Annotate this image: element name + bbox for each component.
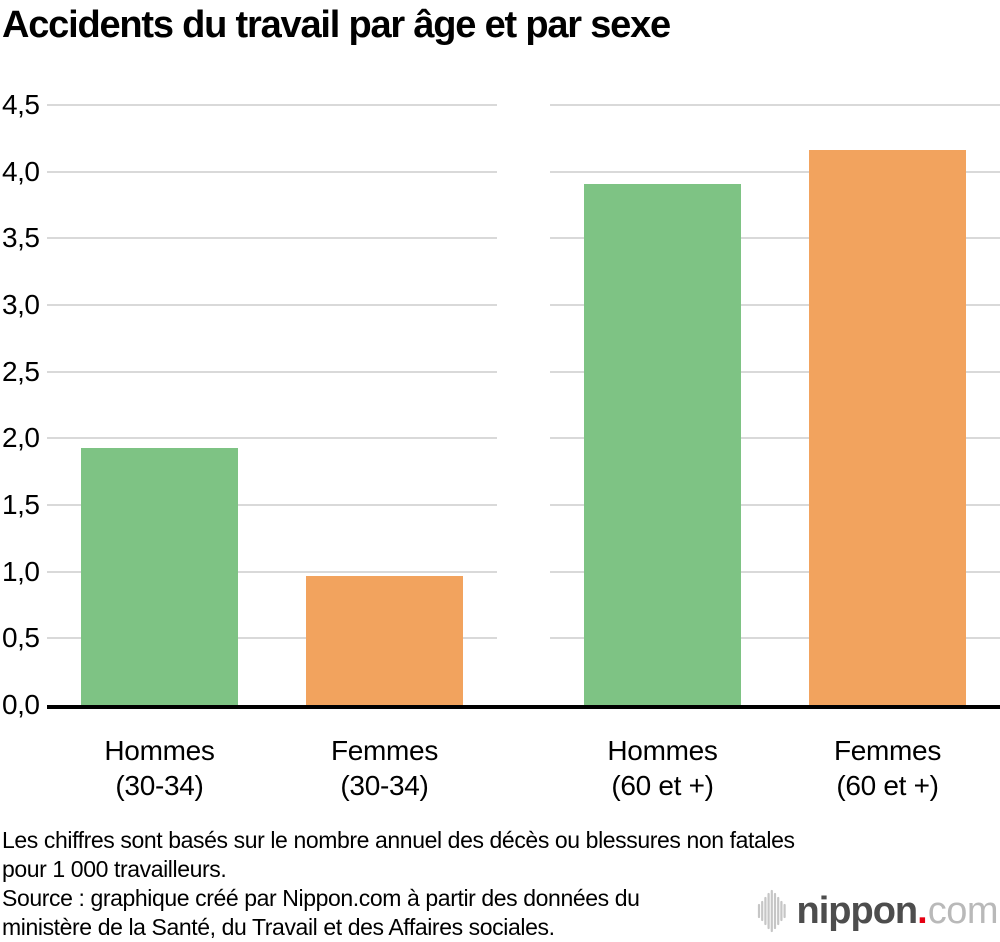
gridline bbox=[550, 170, 1000, 173]
gridline bbox=[47, 104, 497, 106]
plot-area bbox=[47, 104, 1000, 709]
y-axis: 0,0 0,5 1,0 1,5 2,0 2,5 3,0 3,5 4,0 4,5 bbox=[2, 91, 47, 719]
bar-group bbox=[550, 105, 1000, 705]
x-category-label-femmes-60-plus: Femmes (60 et +) bbox=[833, 735, 942, 801]
gridline bbox=[47, 237, 497, 240]
y-tick-label: 0,5 bbox=[2, 622, 40, 654]
chart-panel bbox=[47, 104, 497, 705]
bar-femmes-60-plus bbox=[808, 150, 967, 705]
chart-title: Accidents du travail par âge et par sexe bbox=[2, 4, 671, 46]
gridline bbox=[550, 370, 1000, 373]
logo-dot: . bbox=[917, 889, 928, 932]
gridline bbox=[47, 637, 497, 640]
bar-hommes-30-34 bbox=[80, 447, 239, 705]
footnote-line: Source : graphique créé par Nippon.com à… bbox=[2, 885, 640, 911]
gridline bbox=[47, 170, 497, 173]
gridline bbox=[47, 437, 497, 440]
gridline bbox=[47, 504, 497, 507]
logo-text-com: com bbox=[927, 889, 999, 932]
nippon-logo: nippon. com bbox=[756, 884, 999, 938]
soundwave-icon bbox=[757, 889, 786, 933]
y-tick-label: 2,0 bbox=[2, 422, 40, 454]
x-category-label-hommes-30-34: Hommes (30-34) bbox=[104, 735, 215, 801]
footnote: Les chiffres sont basés sur le nombre an… bbox=[2, 826, 795, 942]
gridline bbox=[550, 104, 1000, 106]
x-category-label-hommes-60-plus: Hommes (60 et +) bbox=[607, 735, 718, 801]
gridline bbox=[550, 570, 1000, 573]
gridline bbox=[550, 237, 1000, 240]
gridline bbox=[47, 304, 497, 307]
chart-panel bbox=[550, 104, 1000, 705]
bar-chart: 0,0 0,5 1,0 1,5 2,0 2,5 3,0 3,5 4,0 4,5 Hommes (30… bbox=[0, 91, 1000, 803]
gridline bbox=[550, 437, 1000, 440]
gridline bbox=[550, 304, 1000, 307]
x-category-label-femmes-30-34: Femmes (30-34) bbox=[330, 735, 439, 801]
y-tick-label: 3,5 bbox=[2, 222, 40, 254]
y-tick-label: 2,5 bbox=[2, 355, 40, 387]
y-tick-label: 4,5 bbox=[2, 89, 40, 120]
x-label-group: Hommes (60 et +) Femmes (60 et +) bbox=[550, 733, 1000, 803]
bar-hommes-60-plus bbox=[583, 183, 742, 705]
gridline bbox=[550, 637, 1000, 640]
y-tick-label: 4,0 bbox=[2, 155, 40, 187]
footnote-line: pour 1 000 travailleurs. bbox=[2, 856, 227, 882]
y-tick-label: 1,0 bbox=[2, 555, 40, 587]
logo-text-nippon: nippon bbox=[796, 889, 919, 932]
bar-group bbox=[47, 105, 497, 705]
footnote-line: ministère de la Santé, du Travail et des… bbox=[2, 914, 555, 940]
y-tick-label: 1,5 bbox=[2, 489, 40, 520]
bar-femmes-30-34 bbox=[305, 575, 464, 705]
y-tick-label: 0,0 bbox=[2, 689, 40, 720]
gridline bbox=[550, 504, 1000, 507]
gridline bbox=[47, 570, 497, 573]
gridline bbox=[47, 370, 497, 373]
x-axis-labels: Hommes (30-34) Femmes (30-34) Hommes (60 et +… bbox=[47, 733, 1000, 803]
footnote-line: Les chiffres sont basés sur le nombre an… bbox=[2, 827, 795, 853]
y-tick-label: 3,0 bbox=[2, 289, 40, 320]
x-label-group: Hommes (30-34) Femmes (30-34) bbox=[47, 733, 497, 803]
